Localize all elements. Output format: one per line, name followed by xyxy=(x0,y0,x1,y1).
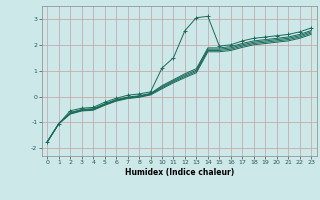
X-axis label: Humidex (Indice chaleur): Humidex (Indice chaleur) xyxy=(124,168,234,177)
